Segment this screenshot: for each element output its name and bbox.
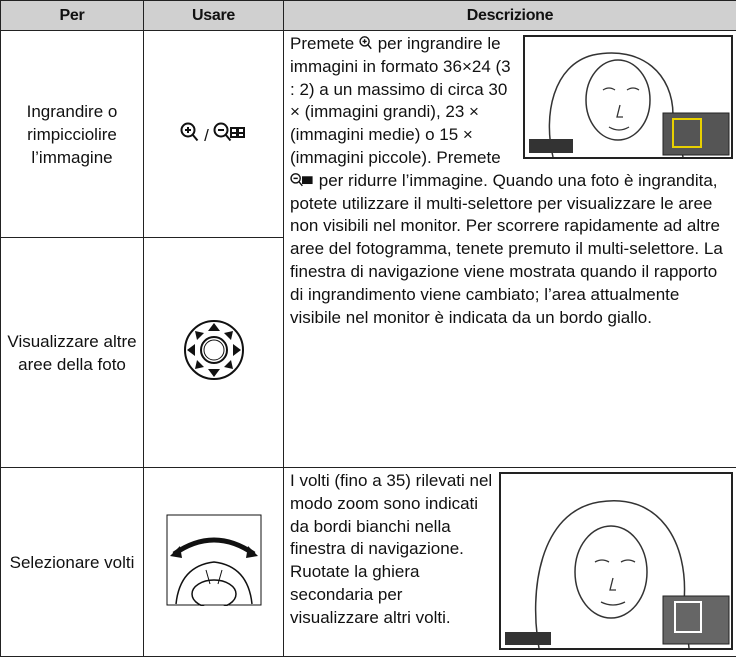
- header-cell: Per: [1, 1, 144, 31]
- separator: /: [204, 126, 209, 145]
- description-cell: I volti (fino a 35) rilevati nel modo zo…: [284, 468, 736, 657]
- header-row: Per Usare Descrizione: [1, 1, 736, 31]
- zoom-illustration: [523, 35, 733, 159]
- row: Ingrandire o rimpicciolire l’immagine / …: [1, 31, 736, 238]
- text: I volti (fino a 35) rilevati nel modo zo…: [290, 471, 492, 627]
- face-illustration: [499, 472, 733, 650]
- text: per ridurre l’immagine. Quando una foto …: [290, 171, 723, 327]
- zoom-in-icon: [180, 122, 200, 144]
- multi-selector-icon: [183, 319, 245, 381]
- row: Selezionare volti I volti (fino a: [1, 468, 736, 657]
- use-cell: [144, 238, 284, 468]
- use-cell: /: [144, 31, 284, 238]
- use-cell: [144, 468, 284, 657]
- zoom-in-icon: [359, 35, 373, 52]
- description-cell: Premete per ingrandire le immagini in fo…: [284, 31, 736, 468]
- text: Premete: [290, 34, 354, 53]
- zoom-out-icon: [213, 122, 247, 144]
- per-cell: Ingrandire o rimpicciolire l’immagine: [1, 31, 144, 238]
- header-cell: Usare: [144, 1, 284, 31]
- per-cell: Selezionare volti: [1, 468, 144, 657]
- text: per ingrandire le immagini in formato 36…: [290, 34, 511, 167]
- sub-command-dial-icon: [166, 514, 262, 606]
- header-cell: Descrizione: [284, 1, 736, 31]
- per-cell: Visualizzare altre aree della foto: [1, 238, 144, 468]
- zoom-out-icon: [290, 172, 314, 189]
